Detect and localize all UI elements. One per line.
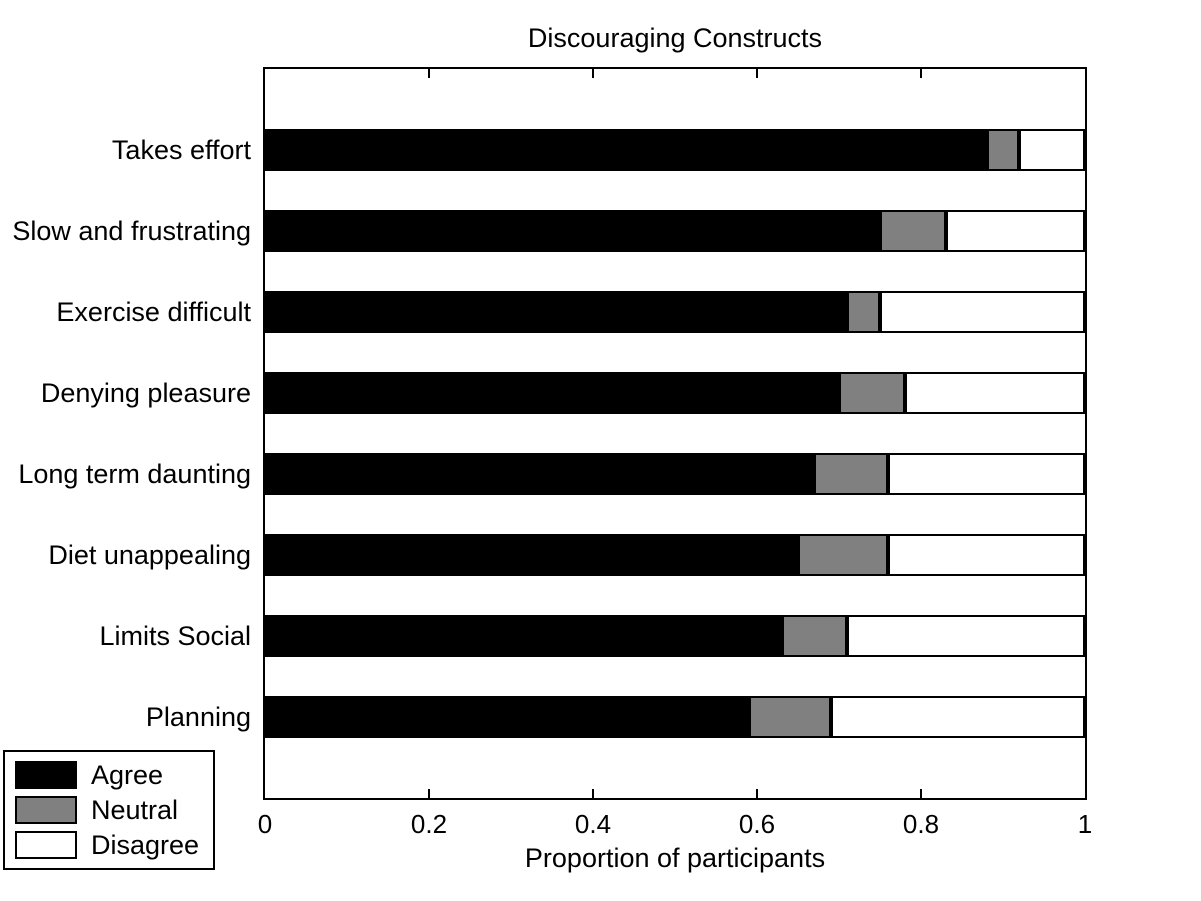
bar-segment-agree-7: [265, 696, 749, 738]
legend-swatch-neutral: [15, 796, 77, 824]
legend-swatch-agree: [15, 761, 77, 789]
bar-segment-agree-1: [265, 210, 880, 252]
x-axis-title: Proportion of participants: [524, 843, 826, 873]
bar-segment-agree-6: [265, 615, 782, 657]
bar-segment-disagree-0: [1019, 129, 1085, 171]
x-tick-bottom-2: [592, 789, 594, 798]
bar-segment-neutral-7: [748, 696, 831, 738]
bar-segment-neutral-2: [847, 291, 880, 333]
x-axis-tick-labels: 0 0.2 0.4 0.6 0.8 1: [258, 806, 1092, 842]
x-tick-label-4: 0.8: [902, 809, 940, 839]
category-label-2: Exercise difficult: [56, 297, 251, 327]
legend-label-disagree: Disagree: [91, 830, 200, 860]
bar-segment-agree-0: [265, 129, 987, 171]
bar-segment-agree-4: [265, 453, 815, 495]
legend-label-agree: Agree: [91, 760, 164, 790]
x-tick-top-2: [592, 69, 594, 78]
x-tick-label-3: 0.6: [738, 809, 776, 839]
x-tick-top-4: [920, 69, 922, 78]
x-tick-label-2: 0.4: [574, 809, 612, 839]
bar-segment-neutral-6: [781, 615, 848, 657]
category-label-6: Limits Social: [99, 621, 251, 651]
bar-segment-agree-5: [265, 534, 798, 576]
legend-item-neutral: Neutral: [15, 794, 203, 826]
legend-swatch-disagree: [15, 831, 77, 859]
category-label-0: Takes effort: [111, 135, 251, 165]
x-tick-label-5: 1: [1077, 809, 1093, 839]
x-tick-bottom-4: [920, 789, 922, 798]
legend-item-disagree: Disagree: [15, 829, 203, 861]
bar-segment-agree-3: [265, 372, 839, 414]
bar-segment-neutral-5: [798, 534, 889, 576]
x-tick-label-1: 0.2: [410, 809, 448, 839]
category-label-5: Diet unappealing: [48, 540, 251, 570]
category-label-4: Long term daunting: [18, 459, 251, 489]
x-tick-top-1: [428, 69, 430, 78]
x-tick-top-3: [756, 69, 758, 78]
bar-segment-disagree-6: [847, 615, 1085, 657]
category-label-7: Planning: [145, 702, 251, 732]
plot-area: [263, 67, 1087, 800]
legend: Agree Neutral Disagree: [3, 750, 215, 870]
bar-segment-neutral-0: [986, 129, 1020, 171]
bar-segment-neutral-4: [814, 453, 889, 495]
x-tick-bottom-3: [756, 789, 758, 798]
bar-segment-disagree-2: [880, 291, 1085, 333]
bar-segment-disagree-5: [888, 534, 1085, 576]
x-tick-bottom-1: [428, 789, 430, 798]
legend-label-neutral: Neutral: [91, 795, 179, 825]
x-tick-label-0: 0: [257, 809, 273, 839]
bar-segment-disagree-4: [888, 453, 1085, 495]
category-label-1: Slow and frustrating: [12, 216, 251, 246]
bar-segment-neutral-1: [880, 210, 946, 252]
chart-title: Discouraging Constructs: [527, 23, 823, 53]
bar-segment-neutral-3: [839, 372, 905, 414]
y-axis-category-labels: Takes effort Slow and frustrating Exercise…: [0, 67, 251, 800]
bar-segment-disagree-7: [830, 696, 1085, 738]
bar-segment-agree-2: [265, 291, 848, 333]
bar-segment-disagree-1: [945, 210, 1085, 252]
category-label-3: Denying pleasure: [40, 378, 251, 408]
bar-segment-disagree-3: [904, 372, 1085, 414]
legend-item-agree: Agree: [15, 759, 203, 791]
